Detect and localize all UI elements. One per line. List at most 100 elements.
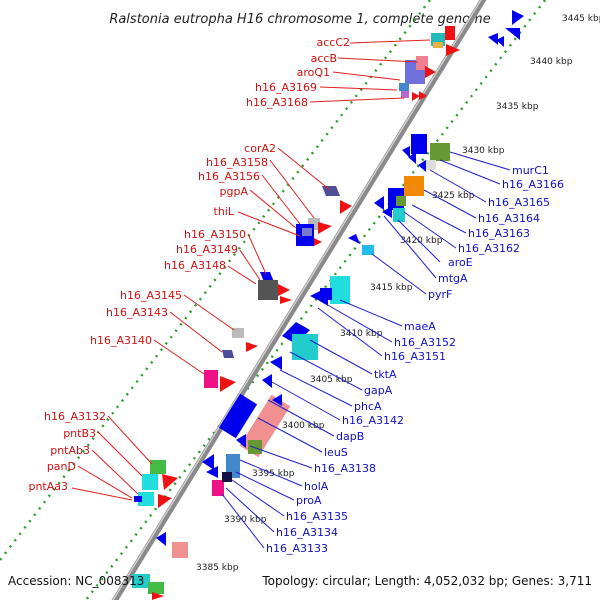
right-gene-label[interactable]: h16_A3164 [478,212,540,225]
gene-block[interactable] [134,496,142,502]
right-gene-label[interactable]: h16_A3151 [384,350,446,363]
gene-block[interactable] [218,393,258,439]
gene-block[interactable] [430,143,450,161]
left-gene-label[interactable]: h16_A3169 [255,81,317,94]
gene-arrow[interactable] [412,92,420,101]
gene-block[interactable] [320,288,332,300]
gene-arrow[interactable] [382,206,392,218]
left-gene-label[interactable]: h16_A3140 [90,334,152,347]
right-gene-label[interactable]: h16_A3166 [502,178,564,191]
left-gene-label[interactable]: h16_A3148 [164,259,226,272]
right-gene-label[interactable]: h16_A3163 [468,227,530,240]
right-gene-label[interactable]: gapA [364,384,393,397]
gene-arrow[interactable] [446,44,460,56]
left-gene-label[interactable]: h16_A3132 [44,410,106,423]
gene-block[interactable] [404,176,424,196]
gene-block[interactable] [212,480,224,496]
gene-arrow[interactable] [512,10,524,25]
left-gene-label[interactable]: h16_A3143 [106,306,168,319]
gene-arrow[interactable] [262,374,272,388]
gene-arrow[interactable] [236,434,246,448]
gene-arrow[interactable] [505,28,520,40]
left-gene-label[interactable]: corA2 [244,142,276,155]
gene-arrow[interactable] [314,238,322,246]
gene-arrow[interactable] [272,394,282,406]
left-gene-label[interactable]: pntB3 [63,427,96,440]
gene-block[interactable] [396,196,406,206]
right-gene-label[interactable]: h16_A3152 [394,336,456,349]
gene-block[interactable] [322,186,340,196]
gene-block[interactable] [424,160,436,170]
gene-block[interactable] [399,83,409,91]
left-gene-label[interactable]: h16_A3149 [176,243,238,256]
gene-arrow[interactable] [206,466,218,478]
gene-arrow[interactable] [408,152,416,164]
gene-block[interactable] [282,322,310,344]
gene-block[interactable] [258,280,278,300]
gene-block[interactable] [142,474,158,490]
gene-arrow[interactable] [402,146,410,158]
gene-arrow[interactable] [425,66,436,78]
right-gene-label[interactable]: h16_A3134 [276,526,338,539]
left-gene-label[interactable]: h16_A3150 [184,228,246,241]
right-gene-label[interactable]: aroE [448,256,473,269]
gene-block[interactable] [292,334,318,360]
left-gene-label[interactable]: accB [311,52,337,65]
gene-arrow[interactable] [418,160,426,172]
gene-arrow[interactable] [152,592,164,600]
gene-arrow[interactable] [496,36,504,47]
gene-block[interactable] [222,472,232,482]
gene-arrow[interactable] [246,342,258,352]
gene-block[interactable] [445,26,455,40]
gene-arrow[interactable] [318,222,332,234]
left-gene-label[interactable]: aroQ1 [297,66,330,79]
gene-arrow[interactable] [419,91,427,100]
right-gene-label[interactable]: h16_A3135 [286,510,348,523]
gene-arrow[interactable] [348,234,360,244]
gene-arrow[interactable] [202,454,214,470]
left-gene-label[interactable]: accC2 [316,36,350,49]
right-gene-label[interactable]: h16_A3138 [314,462,376,475]
right-gene-label[interactable]: h16_A3142 [342,414,404,427]
left-gene-label[interactable]: h16_A3156 [198,170,260,183]
gene-block[interactable] [433,42,443,48]
gene-block[interactable] [362,245,374,255]
right-gene-label[interactable]: h16_A3165 [488,196,550,209]
right-gene-label[interactable]: maeA [404,320,436,333]
right-gene-label[interactable]: leuS [324,446,348,459]
gene-block[interactable] [222,350,234,358]
gene-block[interactable] [204,370,218,388]
gene-arrow[interactable] [374,196,384,210]
gene-block[interactable] [411,134,427,154]
right-gene-label[interactable]: murC1 [512,164,549,177]
gene-arrow[interactable] [162,474,178,490]
gene-block[interactable] [150,460,166,474]
gene-arrow[interactable] [278,284,290,296]
gene-block[interactable] [302,228,312,236]
left-gene-label[interactable]: pntAa3 [28,480,68,493]
gene-arrow[interactable] [488,33,498,45]
right-gene-label[interactable]: dapB [336,430,364,443]
gene-block[interactable] [138,492,154,506]
right-gene-label[interactable]: pyrF [428,288,452,301]
gene-block[interactable] [393,208,405,222]
gene-arrow[interactable] [156,532,166,546]
left-gene-label[interactable]: h16_A3145 [120,289,182,302]
left-gene-label[interactable]: panD [47,460,76,473]
gene-arrow[interactable] [280,296,292,304]
gene-arrow[interactable] [310,290,322,302]
gene-arrow[interactable] [220,376,236,392]
right-gene-label[interactable]: h16_A3162 [458,242,520,255]
gene-block[interactable] [232,328,244,338]
right-gene-label[interactable]: tktA [374,368,397,381]
gene-block[interactable] [248,440,262,454]
left-gene-label[interactable]: pgpA [220,185,249,198]
gene-block[interactable] [401,91,409,98]
gene-block[interactable] [148,582,164,594]
right-gene-label[interactable]: phcA [354,400,382,413]
gene-arrow[interactable] [158,494,172,508]
right-gene-label[interactable]: mtgA [438,272,468,285]
gene-block[interactable] [260,272,274,282]
left-gene-label[interactable]: h16_A3158 [206,156,268,169]
gene-block[interactable] [330,276,350,304]
